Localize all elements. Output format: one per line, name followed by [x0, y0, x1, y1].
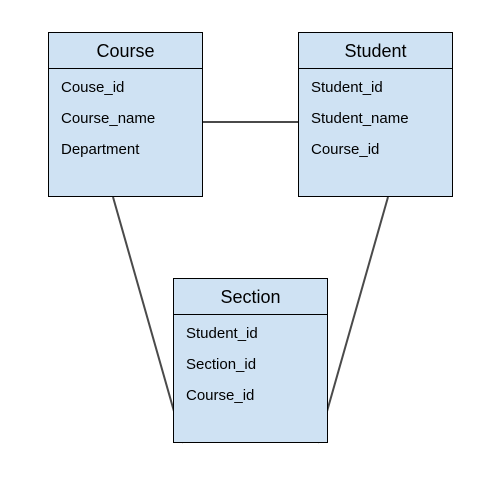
entity-course: Course Couse_id Course_name Department	[48, 32, 203, 197]
entity-course-title: Course	[49, 33, 202, 69]
entity-student-attr-2: Course_id	[311, 141, 440, 158]
diagram-canvas: Course Couse_id Course_name Department S…	[0, 0, 500, 500]
entity-student-attr-0: Student_id	[311, 79, 440, 96]
entity-section-attr-1: Section_id	[186, 356, 315, 373]
entity-course-attrs: Couse_id Course_name Department	[49, 69, 202, 170]
entity-course-attr-0: Couse_id	[61, 79, 190, 96]
entity-course-attr-1: Course_name	[61, 110, 190, 127]
entity-student: Student Student_id Student_name Course_i…	[298, 32, 453, 197]
entity-section-attrs: Student_id Section_id Course_id	[174, 315, 327, 416]
entity-section-title: Section	[174, 279, 327, 315]
entity-section: Section Student_id Section_id Course_id	[173, 278, 328, 443]
entity-student-attrs: Student_id Student_name Course_id	[299, 69, 452, 170]
entity-section-attr-2: Course_id	[186, 387, 315, 404]
entity-student-attr-1: Student_name	[311, 110, 440, 127]
entity-student-title: Student	[299, 33, 452, 69]
entity-course-attr-2: Department	[61, 141, 190, 158]
entity-section-attr-0: Student_id	[186, 325, 315, 342]
